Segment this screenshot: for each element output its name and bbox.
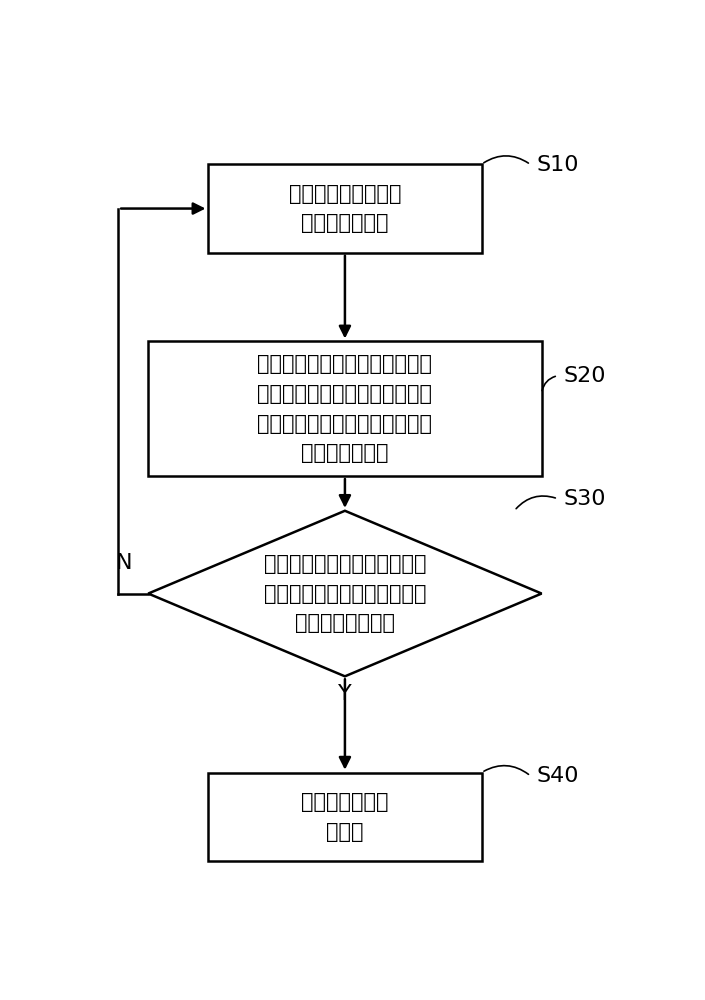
Text: 判断当前车辆所处的所述中轴
线位置与所述预警线位置的距
离是否达到预警值: 判断当前车辆所处的所述中轴 线位置与所述预警线位置的距 离是否达到预警值: [264, 554, 426, 633]
Text: N: N: [116, 553, 132, 573]
Text: S40: S40: [536, 766, 579, 786]
Text: 根据所述边界线数据、当前车辆
的车身宽度，计算车道的中轴线
位置、预警线位置和当前车辆所
处的中轴线位置: 根据所述边界线数据、当前车辆 的车身宽度，计算车道的中轴线 位置、预警线位置和当…: [257, 354, 432, 463]
Bar: [209, 773, 482, 861]
Text: 发出行馶路径预
警信息: 发出行馶路径预 警信息: [301, 792, 388, 842]
Text: 获取当前车辆所处车
道的边界线数据: 获取当前车辆所处车 道的边界线数据: [288, 184, 401, 233]
Bar: [148, 341, 541, 476]
Bar: [209, 164, 482, 253]
Polygon shape: [148, 511, 541, 676]
Text: S30: S30: [563, 489, 606, 509]
Text: Y: Y: [338, 684, 352, 704]
Text: S10: S10: [536, 155, 579, 175]
Text: S20: S20: [563, 366, 606, 386]
